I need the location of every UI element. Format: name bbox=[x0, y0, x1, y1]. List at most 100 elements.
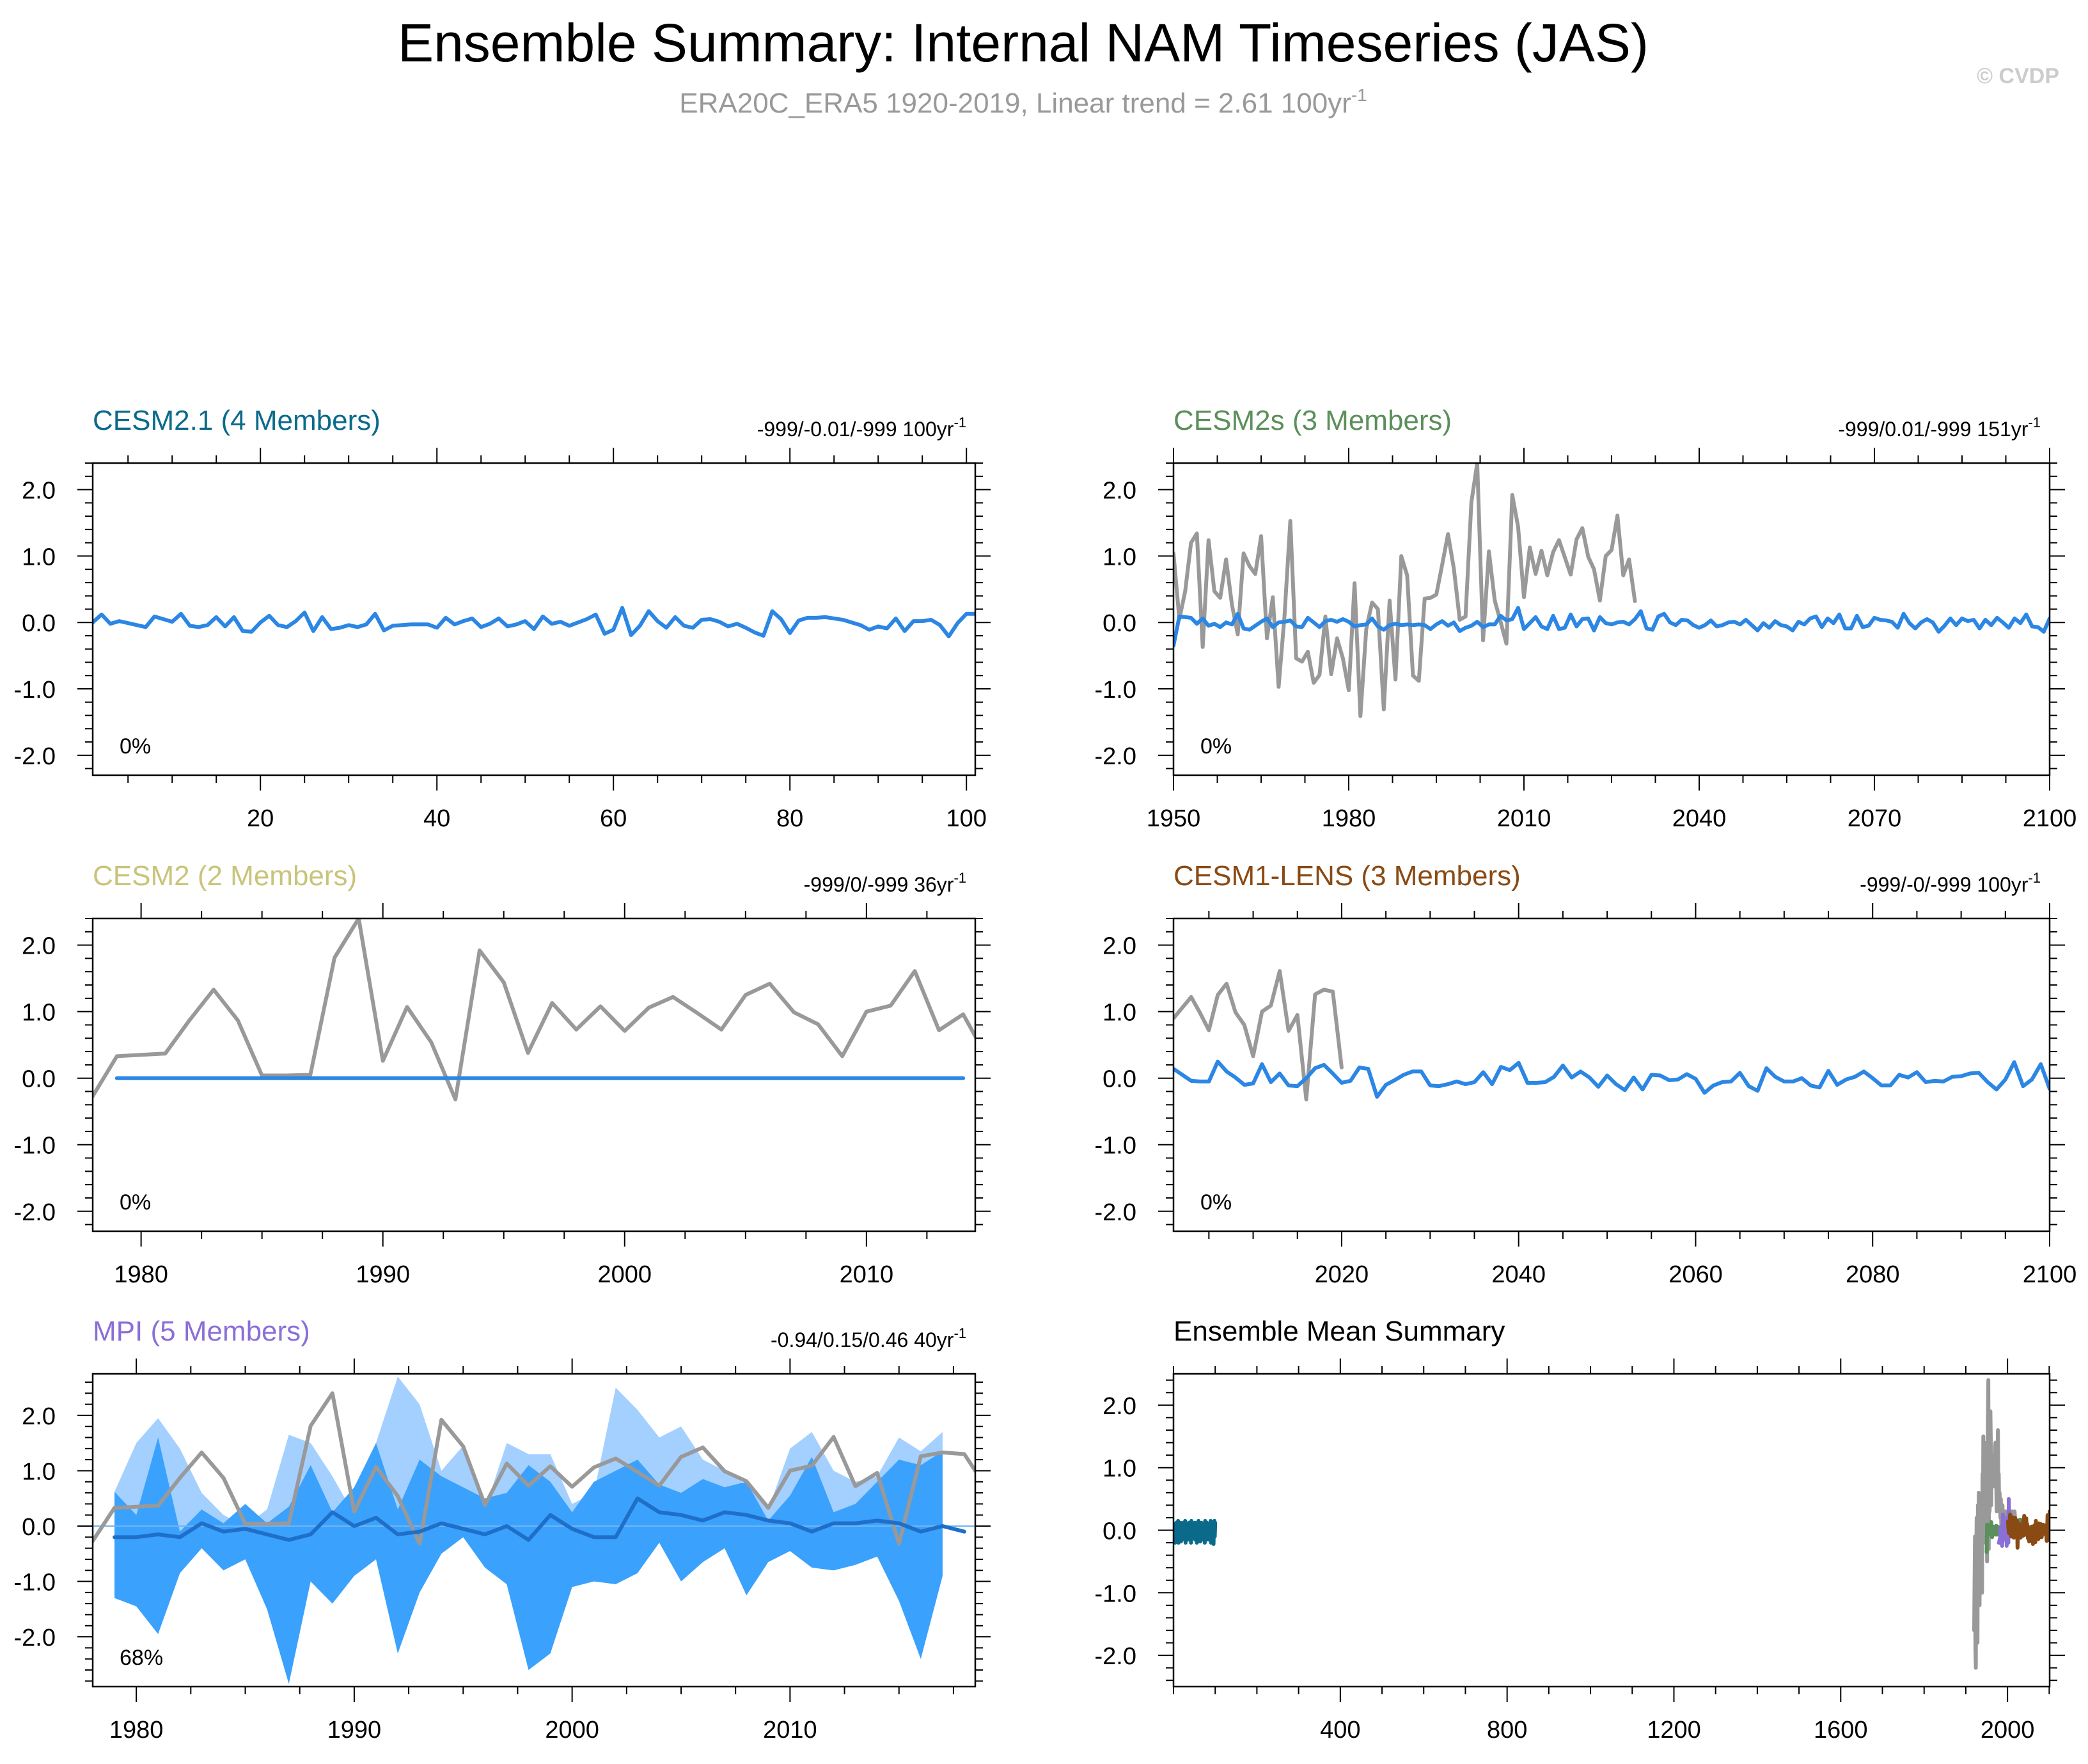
y-tick-label: 1.0 bbox=[22, 544, 56, 571]
y-tick-label: -1.0 bbox=[1095, 1580, 1136, 1607]
y-tick-label: -1.0 bbox=[14, 1570, 56, 1596]
panel-title: CESM1-LENS (3 Members) bbox=[1174, 860, 1521, 892]
y-tick-label: -2.0 bbox=[14, 1199, 56, 1226]
x-tick-label: 1980 bbox=[114, 1261, 168, 1288]
y-tick-label: 1.0 bbox=[1103, 1000, 1136, 1027]
percent-label: 0% bbox=[1200, 1190, 1232, 1215]
x-tick-label: 1990 bbox=[356, 1261, 410, 1288]
ensemble-mean-line bbox=[1174, 606, 2050, 648]
trend-stat-label: -999/0.01/-999 151yr-1 bbox=[1838, 414, 2041, 441]
x-tick-label: 2100 bbox=[2023, 1261, 2077, 1288]
percent-label: 68% bbox=[120, 1646, 163, 1670]
plot-frame bbox=[91, 462, 977, 776]
percent-label: 0% bbox=[120, 734, 151, 759]
panel-title: MPI (5 Members) bbox=[93, 1316, 310, 1347]
percent-label: 0% bbox=[120, 1190, 151, 1215]
x-tick-label: 2010 bbox=[763, 1717, 817, 1744]
y-tick-label: 1.0 bbox=[1103, 1456, 1136, 1483]
x-tick-label: 1200 bbox=[1647, 1717, 1701, 1744]
trend-stat-value: -0.94/0.15/0.46 40yr bbox=[771, 1328, 954, 1351]
trend-stat-value: -999/-0.01/-999 100yr bbox=[757, 418, 954, 441]
x-tick-label: 2010 bbox=[1497, 805, 1551, 832]
trend-stat-label: -999/-0.01/-999 100yr-1 bbox=[757, 414, 966, 441]
x-tick-label: 100 bbox=[946, 805, 986, 832]
x-tick-label: 2060 bbox=[1668, 1261, 1723, 1288]
panel-title: Ensemble Mean Summary bbox=[1174, 1316, 1505, 1347]
plot-area-mpi bbox=[93, 1376, 975, 1684]
copyright-label: © CVDP bbox=[1977, 64, 2059, 88]
plot-area-cesm2s bbox=[1174, 463, 2050, 718]
trend-stat-label: -999/0/-999 36yr-1 bbox=[804, 870, 966, 896]
x-tick-label: 400 bbox=[1320, 1717, 1360, 1744]
panel-cesm2: 2.0 1.0 0.0 -1.0 -2.0 1980 1990 2000 2010 CESM2 (… bbox=[14, 860, 991, 1288]
x-tick-label: 2080 bbox=[1846, 1261, 1900, 1288]
plot-area-summary bbox=[1174, 1378, 2050, 1670]
y-tick-label: 2.0 bbox=[22, 1403, 56, 1430]
observation-line bbox=[1174, 969, 1344, 1101]
trend-stat-label: -999/-0/-999 100yr-1 bbox=[1860, 870, 2041, 896]
panel-cesm1: 2.0 1.0 0.0 -1.0 -2.0 2020 2040 2060 2080 2100 CES… bbox=[1095, 860, 2077, 1288]
percent-label: 0% bbox=[1200, 734, 1232, 759]
panel-title: CESM2s (3 Members) bbox=[1174, 405, 1452, 436]
y-tick-label: 1.0 bbox=[1103, 544, 1136, 571]
x-tick-label: 2100 bbox=[2023, 805, 2077, 832]
summary-line-cesm2-1 bbox=[1174, 1518, 1218, 1547]
x-tick-label: 2010 bbox=[840, 1261, 894, 1288]
y-tick-label: -1.0 bbox=[1095, 1133, 1136, 1160]
ensemble-mean-line bbox=[93, 606, 975, 638]
x-tick-label: 1980 bbox=[109, 1717, 164, 1744]
panel-title: CESM2.1 (4 Members) bbox=[93, 405, 381, 436]
y-tick-label: -2.0 bbox=[14, 743, 56, 770]
y-tick-label: -1.0 bbox=[14, 1133, 56, 1160]
y-tick-label: 0.0 bbox=[1103, 610, 1136, 637]
panel-cesm2s: 2.0 1.0 0.0 -1.0 -2.0 1950 1980 2010 2040 2070 210… bbox=[1095, 405, 2077, 832]
y-tick-label: 2.0 bbox=[22, 933, 56, 960]
trend-stat-value: -999/0/-999 36yr bbox=[804, 873, 954, 896]
y-tick-label: 1.0 bbox=[22, 1458, 56, 1485]
x-tick-label: 2040 bbox=[1491, 1261, 1546, 1288]
subtitle-main: ERA20C_ERA5 1920-2019, Linear trend = 2.… bbox=[679, 88, 1351, 119]
trend-stat-superscript: -1 bbox=[954, 870, 966, 886]
panel-title: CESM2 (2 Members) bbox=[93, 860, 357, 892]
x-tick-label: 20 bbox=[247, 805, 274, 832]
ensemble-mean-line bbox=[113, 1496, 966, 1542]
y-tick-label: -2.0 bbox=[14, 1625, 56, 1651]
x-tick-label: 2000 bbox=[598, 1261, 652, 1288]
trend-stat-value: -999/0.01/-999 151yr bbox=[1838, 418, 2028, 441]
y-tick-label: 0.0 bbox=[22, 1514, 56, 1541]
x-tick-label: 2000 bbox=[1981, 1717, 2035, 1744]
y-tick-label: 2.0 bbox=[1103, 933, 1136, 960]
plot-area-cesm2 bbox=[93, 918, 975, 1101]
trend-stat-superscript: -1 bbox=[954, 1325, 966, 1341]
subtitle-superscript: -1 bbox=[1351, 85, 1367, 105]
plot-frame bbox=[1172, 1373, 2051, 1688]
plot-frame bbox=[1172, 917, 2051, 1232]
plot-frame bbox=[91, 917, 977, 1232]
trend-stat-label: -0.94/0.15/0.46 40yr-1 bbox=[771, 1325, 966, 1351]
observation-line bbox=[1174, 463, 1637, 718]
ensemble-mean-line bbox=[1174, 1059, 2050, 1099]
trend-stat-superscript: -1 bbox=[954, 414, 966, 430]
y-tick-label: 2.0 bbox=[1103, 1393, 1136, 1420]
x-tick-label: 1600 bbox=[1814, 1717, 1868, 1744]
y-tick-label: -2.0 bbox=[1095, 1643, 1136, 1670]
x-tick-label: 800 bbox=[1487, 1717, 1527, 1744]
x-tick-label: 1990 bbox=[327, 1717, 382, 1744]
trend-stat-value: -999/-0/-999 100yr bbox=[1860, 873, 2029, 896]
y-tick-label: 0.0 bbox=[22, 1066, 56, 1093]
figure-subtitle: ERA20C_ERA5 1920-2019, Linear trend = 2.… bbox=[679, 85, 1367, 119]
plot-frame bbox=[91, 1373, 977, 1688]
y-tick-label: 1.0 bbox=[22, 1000, 56, 1027]
x-tick-label: 1950 bbox=[1147, 805, 1201, 832]
y-tick-label: -2.0 bbox=[1095, 1199, 1136, 1226]
y-tick-label: -1.0 bbox=[1095, 677, 1136, 704]
observation-line bbox=[93, 918, 975, 1101]
x-tick-label: 40 bbox=[423, 805, 450, 832]
y-tick-label: 0.0 bbox=[1103, 1066, 1136, 1093]
y-tick-label: -1.0 bbox=[14, 677, 56, 704]
x-tick-label: 80 bbox=[776, 805, 803, 832]
panel-summary: 2.0 1.0 0.0 -1.0 -2.0 400 800 1200 1600 2000 Ensem… bbox=[1095, 1316, 2065, 1744]
inner-spread-band bbox=[114, 1437, 943, 1684]
